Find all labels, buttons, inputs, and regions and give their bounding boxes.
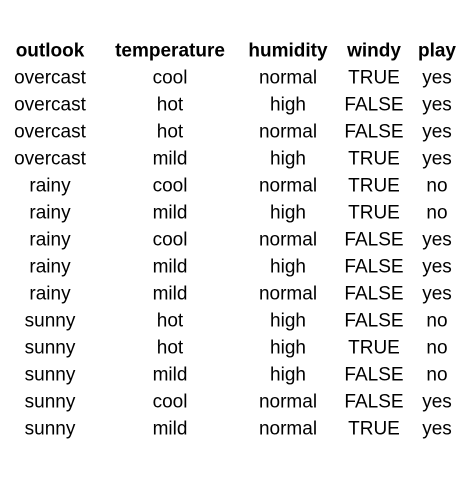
table-cell: normal bbox=[258, 229, 318, 251]
table-cell: normal bbox=[258, 283, 318, 305]
table-cell: normal bbox=[258, 121, 318, 143]
table-cell: hot bbox=[156, 121, 184, 143]
table-cell: yes bbox=[422, 121, 452, 143]
table-cell: normal bbox=[258, 67, 318, 89]
table-cell: mild bbox=[152, 364, 188, 386]
table-cell: FALSE bbox=[344, 94, 404, 116]
table-cell: FALSE bbox=[344, 283, 404, 305]
table-cell: mild bbox=[152, 418, 188, 440]
table-cell: cool bbox=[152, 175, 188, 197]
table-cell: TRUE bbox=[348, 67, 400, 89]
table-cell: sunny bbox=[24, 418, 76, 440]
table-cell: yes bbox=[422, 418, 452, 440]
table-cell: yes bbox=[422, 283, 452, 305]
table-cell: high bbox=[270, 148, 306, 170]
table-cell: rainy bbox=[29, 175, 71, 197]
table-cell: high bbox=[270, 364, 306, 386]
table-cell: FALSE bbox=[344, 391, 404, 413]
table-cell: sunny bbox=[24, 310, 76, 332]
table-cell: mild bbox=[152, 256, 188, 278]
table-cell: yes bbox=[422, 256, 452, 278]
table-cell: hot bbox=[156, 94, 184, 116]
table-cell: overcast bbox=[14, 148, 86, 170]
table-cell: mild bbox=[152, 283, 188, 305]
table-cell: overcast bbox=[14, 67, 86, 89]
table-cell: FALSE bbox=[344, 121, 404, 143]
table-cell: high bbox=[270, 256, 306, 278]
table-cell: hot bbox=[156, 337, 184, 359]
table-cell: overcast bbox=[14, 121, 86, 143]
column-header: play bbox=[417, 40, 457, 62]
table-cell: TRUE bbox=[348, 202, 400, 224]
table-cell: yes bbox=[422, 391, 452, 413]
table-cell: normal bbox=[258, 391, 318, 413]
table-cell: high bbox=[270, 310, 306, 332]
table-cell: no bbox=[426, 337, 448, 359]
table-cell: no bbox=[426, 175, 448, 197]
table-cell: sunny bbox=[24, 364, 76, 386]
table-cell: yes bbox=[422, 94, 452, 116]
table-cell: cool bbox=[152, 67, 188, 89]
table-cell: high bbox=[270, 94, 306, 116]
table-cell: high bbox=[270, 202, 306, 224]
table-cell: sunny bbox=[24, 337, 76, 359]
table-cell: yes bbox=[422, 148, 452, 170]
table-cell: normal bbox=[258, 175, 318, 197]
column-header: temperature bbox=[115, 40, 225, 62]
table-cell: hot bbox=[156, 310, 184, 332]
table-cell: rainy bbox=[29, 229, 71, 251]
table-cell: no bbox=[426, 364, 448, 386]
table-cell: TRUE bbox=[348, 175, 400, 197]
table-cell: rainy bbox=[29, 202, 71, 224]
table-cell: overcast bbox=[14, 94, 86, 116]
column-header: windy bbox=[347, 40, 401, 62]
table-cell: normal bbox=[258, 418, 318, 440]
column-header: outlook bbox=[15, 40, 85, 62]
table-cell: TRUE bbox=[348, 337, 400, 359]
table-cell: no bbox=[426, 310, 448, 332]
column-header: humidity bbox=[248, 40, 328, 62]
table-cell: sunny bbox=[24, 391, 76, 413]
table-cell: TRUE bbox=[348, 148, 400, 170]
table-cell: high bbox=[270, 337, 306, 359]
table-cell: yes bbox=[422, 67, 452, 89]
table-cell: cool bbox=[152, 391, 188, 413]
table-cell: rainy bbox=[29, 256, 71, 278]
table-cell: FALSE bbox=[344, 229, 404, 251]
table-cell: rainy bbox=[29, 283, 71, 305]
table-cell: cool bbox=[152, 229, 188, 251]
table-cell: TRUE bbox=[348, 418, 400, 440]
table-cell: FALSE bbox=[344, 310, 404, 332]
table-cell: FALSE bbox=[344, 256, 404, 278]
table-cell: mild bbox=[152, 202, 188, 224]
table-cell: FALSE bbox=[344, 364, 404, 386]
table-cell: mild bbox=[152, 148, 188, 170]
table-cell: yes bbox=[422, 229, 452, 251]
table-cell: no bbox=[426, 202, 448, 224]
